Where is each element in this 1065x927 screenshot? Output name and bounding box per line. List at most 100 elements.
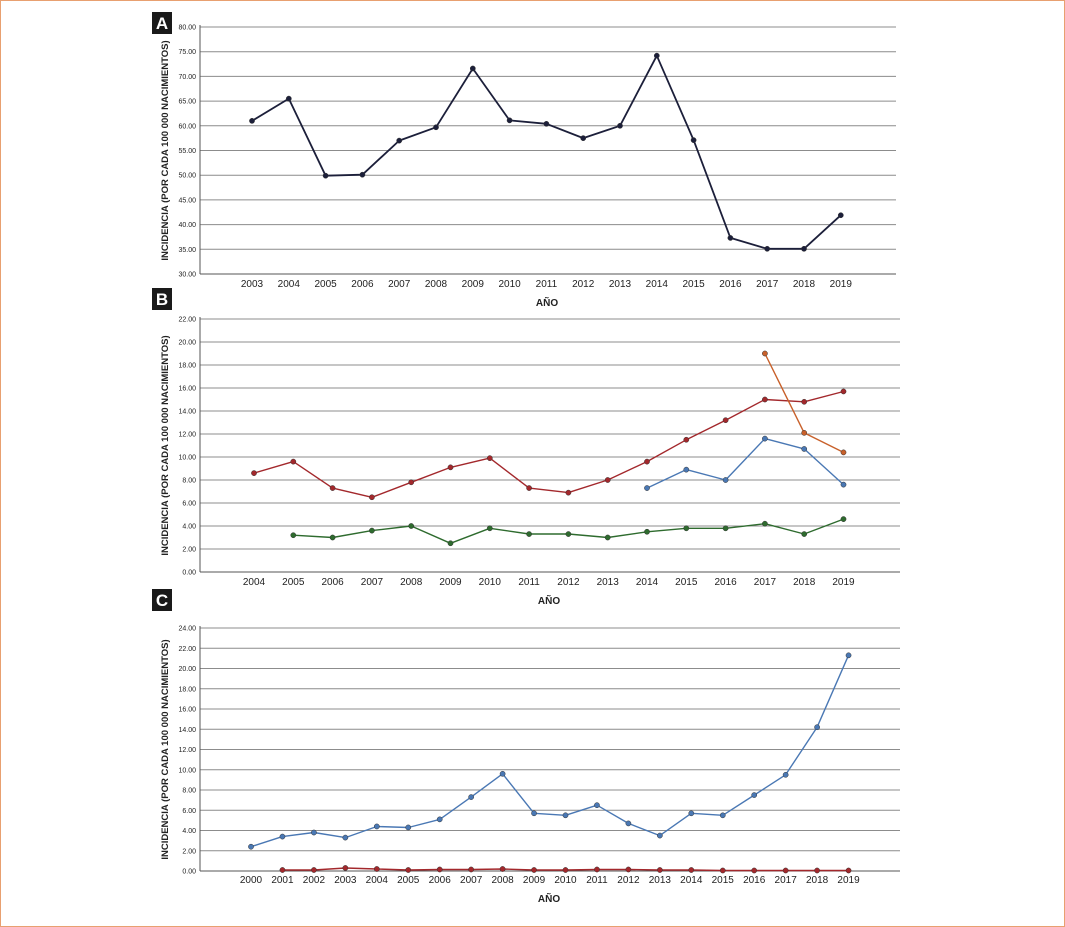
x-tick-label: 2015 [682,279,705,290]
data-point [290,458,297,465]
data-point [594,802,600,809]
data-point [405,867,412,873]
x-tick-label: 2008 [491,875,514,886]
data-point [722,477,729,483]
data-point [604,477,611,483]
data-point [436,866,443,873]
y-axis-title: INCIDENCIA (POR CADA 100 000 NACIMIENTOS… [160,40,171,260]
data-point [342,865,349,871]
x-tick-label: 2016 [743,875,766,886]
data-point [373,823,380,830]
x-tick-label: 2016 [719,279,742,290]
data-point [329,485,336,491]
data-point [782,771,789,778]
x-tick-label: 2010 [554,875,577,886]
data-point [644,458,650,465]
x-tick-label: 2018 [793,577,816,588]
data-point [840,516,847,522]
x-tick-label: 2006 [321,577,344,588]
panel-letter: C [156,591,168,610]
y-tick-label: 8.00 [182,478,196,485]
data-point [690,137,697,143]
y-tick-label: 10.00 [178,455,196,462]
data-point [762,396,768,403]
x-tick-label: 2018 [793,279,816,290]
data-point [625,820,632,827]
x-tick-label: 2016 [714,577,737,588]
x-tick-label: 2014 [636,577,659,588]
data-point [580,135,587,141]
x-tick-label: 2003 [334,875,357,886]
data-point [279,867,286,873]
series-serie-1 [249,52,844,252]
data-point [405,824,412,831]
y-tick-label: 60.00 [178,123,196,130]
x-tick-label: 2017 [756,279,779,290]
data-point [840,449,847,456]
y-tick-label: 55.00 [178,148,196,155]
data-point [468,866,474,873]
data-point [722,417,729,424]
data-point [369,527,375,534]
data-point [531,867,537,873]
data-point [469,65,476,72]
series-serie-azul [248,652,852,850]
data-point [251,470,257,476]
data-point [644,485,650,491]
y-tick-label: 6.00 [182,501,196,508]
x-tick-label: 2015 [675,577,698,588]
panel-letter-box [152,589,172,611]
data-point [526,485,532,491]
data-point [408,523,415,529]
data-point [764,245,771,252]
data-point [562,867,569,873]
y-tick-label: 0.00 [182,869,196,876]
series-line [646,437,844,489]
data-point [845,652,852,659]
data-point [762,350,768,357]
data-point [837,212,844,219]
data-point [801,446,808,452]
data-point [565,531,572,537]
data-point [526,531,532,537]
data-point [342,834,349,841]
x-tick-label: 2012 [617,875,640,886]
data-point [782,867,789,874]
y-axis-title: INCIDENCIA (POR CADA 100 000 NACIMIENTOS… [160,335,171,555]
data-point [436,816,443,823]
data-point [688,810,695,817]
x-tick-label: 2005 [397,875,420,886]
data-point [486,525,493,532]
y-tick-label: 22.00 [178,646,196,653]
data-point [359,171,366,178]
y-tick-label: 12.00 [178,432,196,439]
x-tick-label: 2012 [572,279,595,290]
y-tick-label: 16.00 [178,707,196,714]
x-tick-label: 2009 [439,577,462,588]
x-tick-label: 2005 [314,279,337,290]
x-tick-label: 2004 [243,577,266,588]
x-tick-label: 2010 [479,577,502,588]
data-point [683,525,690,532]
panel-letter: B [156,290,168,309]
x-tick-label: 2001 [271,875,294,886]
data-point [814,867,820,874]
x-tick-label: 2005 [282,577,305,588]
y-tick-label: 14.00 [178,409,196,416]
y-axis-title: INCIDENCIA (POR CADA 100 000 NACIMIENTOS… [160,639,171,859]
data-point [801,398,808,405]
panel-a: A 30.00 35.00 40.00 45.00 50.00 55.00 60.00 65.0… [152,12,896,309]
x-tick-label: 2006 [351,279,374,290]
x-axis-title: AÑO [538,892,560,905]
data-point [248,843,254,850]
y-tick-label: 70.00 [178,74,196,81]
y-tick-label: 80.00 [178,25,196,32]
data-point [801,245,807,252]
x-tick-label: 2007 [361,577,384,588]
y-tick-label: 65.00 [178,99,196,106]
data-point [657,832,663,839]
y-tick-label: 6.00 [182,808,196,815]
x-tick-label: 2013 [609,279,632,290]
